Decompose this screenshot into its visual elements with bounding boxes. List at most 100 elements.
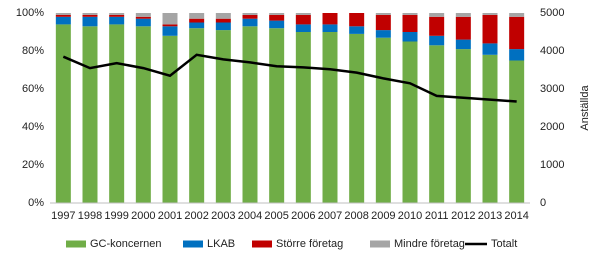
bar-segment [295, 14, 311, 25]
x-tick-label: 2011 [425, 210, 449, 222]
x-tick-label: 2000 [131, 210, 155, 222]
bar-segment [509, 16, 525, 50]
bar-segment [162, 13, 178, 25]
bar-segment [509, 49, 525, 61]
bar-segment [189, 28, 205, 204]
bar-segment [242, 26, 258, 203]
bar-segment [375, 37, 391, 204]
y-tick-label: 40% [22, 121, 44, 133]
legend-label: Totalt [491, 238, 517, 250]
bar-segment [482, 54, 498, 203]
bar-segment [269, 20, 285, 29]
y-tick-label: 60% [22, 83, 44, 95]
bar-segment [295, 13, 311, 15]
bar-segment [295, 24, 311, 32]
bar-segment [215, 22, 231, 31]
y-tick-label: 0% [28, 197, 44, 209]
bar-segment [162, 26, 178, 36]
bar-segment [55, 13, 71, 15]
bar-segment [242, 14, 258, 19]
bar-segment [455, 49, 471, 203]
bar-segment [455, 13, 471, 17]
bar-segment [215, 18, 231, 23]
x-tick-label: 2010 [398, 210, 422, 222]
bar-segment [455, 39, 471, 50]
bar-segment [189, 22, 205, 29]
bar-segment [295, 32, 311, 203]
x-tick-label: 2013 [478, 210, 502, 222]
bar-segment [269, 28, 285, 204]
bar-segment [135, 18, 151, 27]
legend-swatch [66, 240, 86, 248]
bar-segment [269, 14, 285, 21]
bar-segment [215, 30, 231, 203]
x-tick-label: 2006 [291, 210, 315, 222]
y2-tick-label: 4000 [540, 45, 564, 57]
bar-segment [55, 14, 71, 17]
bar-segment [402, 14, 418, 32]
bar-segment [82, 16, 98, 27]
bar-segment [109, 16, 125, 25]
line-series [62, 53, 517, 103]
bar-segment [322, 32, 338, 203]
bar-segment [55, 16, 71, 25]
bar-segment [135, 13, 151, 17]
y2-tick-label: 5000 [540, 7, 564, 19]
bar-segment [455, 16, 471, 40]
bar-segment [375, 30, 391, 38]
x-tick-label: 2005 [264, 210, 288, 222]
bar-segment [509, 60, 525, 203]
y-tick-label: 100% [16, 7, 44, 19]
bar-segment [349, 13, 365, 27]
bar-segment [322, 24, 338, 32]
x-tick-label: 2001 [158, 210, 182, 222]
bar-segment [162, 35, 178, 203]
bar-segment [375, 13, 391, 15]
y2-tick-label: 3000 [540, 83, 564, 95]
bar-segment [429, 45, 445, 203]
bar-segment [269, 13, 285, 15]
bar-segment [109, 24, 125, 204]
bar-segment [402, 41, 418, 203]
legend-label: Mindre företag [394, 238, 465, 250]
x-tick-label: 2009 [371, 210, 395, 222]
x-tick-label: 2008 [344, 210, 368, 222]
y-tick-label: 80% [22, 45, 44, 57]
x-tick-label: 2003 [211, 210, 235, 222]
bar-segment [349, 33, 365, 204]
y-tick-label: 20% [22, 159, 44, 171]
y2-tick-label: 2000 [540, 121, 564, 133]
bar-segment [109, 14, 125, 17]
bar-segment [429, 13, 445, 17]
x-tick-label: 1998 [78, 210, 102, 222]
legend-swatch [183, 240, 203, 248]
bar-segment [135, 16, 151, 19]
bar-segment [429, 16, 445, 36]
bar-segment [242, 13, 258, 15]
legend-swatch [370, 240, 390, 248]
bar-segment [242, 18, 258, 27]
bar-segment [482, 14, 498, 44]
bar-segment [162, 24, 178, 27]
bar-segment [482, 13, 498, 15]
y2-tick-label: 1000 [540, 159, 564, 171]
bar-segment [402, 32, 418, 42]
x-tick-label: 1997 [51, 210, 75, 222]
x-tick-label: 2004 [238, 210, 262, 222]
x-tick-label: 2007 [318, 210, 342, 222]
x-tick-label: 2012 [451, 210, 475, 222]
x-tick-label: 2002 [184, 210, 208, 222]
bar-segment [135, 26, 151, 203]
bar-segment [482, 43, 498, 55]
bar-segment [215, 13, 231, 19]
legend-label: Större företag [276, 238, 343, 250]
bar-segment [322, 13, 338, 25]
bar-segment [402, 13, 418, 15]
bar-segment [82, 14, 98, 17]
bar-segment [189, 18, 205, 23]
legend-label: GC-koncernen [90, 238, 162, 250]
bar-segment [82, 13, 98, 15]
y2-axis-title: Anställda [579, 84, 591, 130]
bar-segment [375, 14, 391, 31]
bar-segment [349, 26, 365, 34]
